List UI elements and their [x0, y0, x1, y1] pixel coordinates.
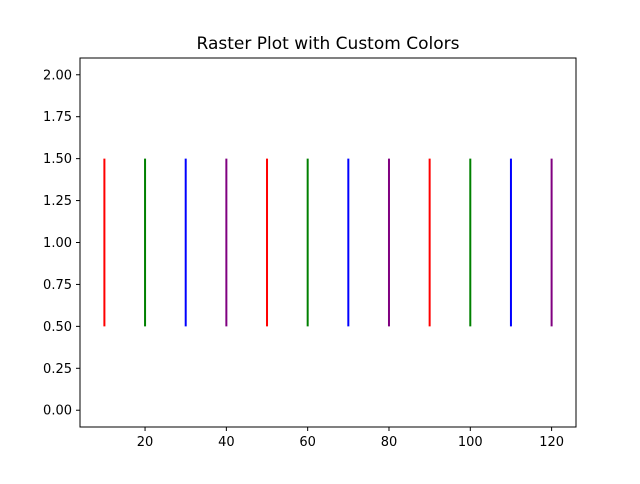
y-tick-label: 0.75 — [43, 278, 72, 293]
x-tick-label: 120 — [539, 435, 564, 450]
x-axis: 20 40 60 80 100 120 — [137, 427, 564, 450]
x-tick-label: 60 — [299, 435, 316, 450]
event-lines — [103, 158, 553, 327]
plot-frame — [79, 57, 577, 428]
x-tick-label: 80 — [381, 435, 398, 450]
y-tick-label: 0.25 — [43, 362, 72, 377]
y-tick-label: 1.75 — [43, 110, 72, 125]
y-tick-label: 0.50 — [43, 320, 72, 335]
y-tick-label: 1.25 — [43, 194, 72, 209]
y-tick-label: 1.50 — [43, 152, 72, 167]
x-tick-label: 40 — [218, 435, 235, 450]
y-axis: 0.00 0.25 0.50 0.75 1.00 1.25 1.50 1.75 2.00 — [43, 68, 80, 419]
y-tick-label: 0.00 — [43, 404, 72, 419]
x-tick-label: 100 — [458, 435, 483, 450]
x-tick-label: 20 — [137, 435, 154, 450]
y-tick-label: 2.00 — [43, 68, 72, 83]
y-tick-label: 1.00 — [43, 236, 72, 251]
chart-title: Raster Plot with Custom Colors — [197, 34, 460, 54]
